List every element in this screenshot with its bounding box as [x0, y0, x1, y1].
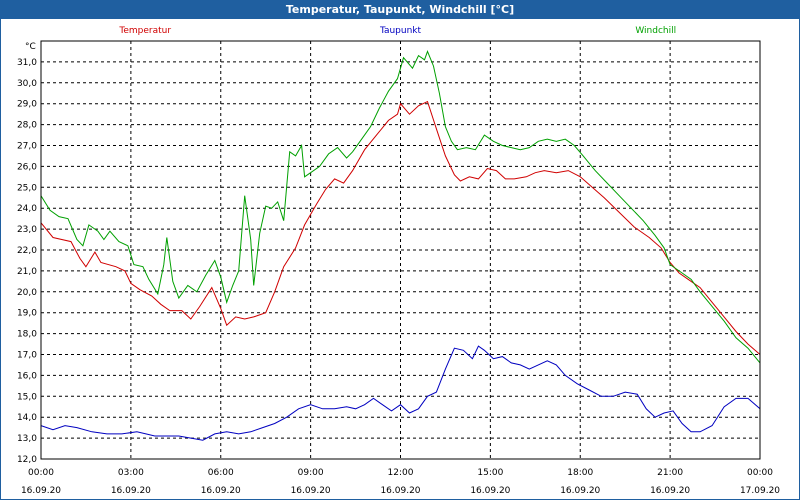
y-axis-unit: °C: [25, 42, 36, 52]
x-tick-date: 16.09.20: [470, 486, 510, 496]
y-tick-label: 18,0: [17, 330, 37, 340]
y-tick-label: 25,0: [17, 183, 37, 193]
x-tick-time: 03:00: [118, 468, 144, 478]
y-tick-label: 31,0: [17, 58, 37, 68]
y-tick-label: 23,0: [17, 225, 37, 235]
series-line-windchill: [40, 50, 761, 364]
y-tick-label: 19,0: [17, 309, 37, 319]
x-tick-date: 16.09.20: [650, 486, 690, 496]
y-tick-label: 24,0: [17, 204, 37, 214]
y-tick-label: 17,0: [17, 351, 37, 361]
y-tick-label: 26,0: [17, 162, 37, 172]
x-tick-time: 00:00: [28, 468, 54, 478]
y-tick-label: 30,0: [17, 79, 37, 89]
x-tick-time: 18:00: [567, 468, 593, 478]
x-tick-time: 09:00: [298, 468, 324, 478]
x-tick-date: 16.09.20: [560, 486, 600, 496]
y-tick-label: 21,0: [17, 267, 37, 277]
legend: Temperatur Taupunkt Windchill: [118, 26, 676, 36]
line-chart: 12,0 13,0 14,0 15,0 16,0 17,0 18,0 19,0 20,0 21,0…: [17, 26, 780, 496]
x-tick-time: 12:00: [388, 468, 414, 478]
x-tick-date: 16.09.20: [21, 486, 61, 496]
series-line-taupunkt: [40, 345, 761, 441]
legend-entry-temperatur: Temperatur: [118, 26, 171, 36]
x-tick-time: 06:00: [208, 468, 234, 478]
x-tick-date: 16.09.20: [380, 486, 420, 496]
y-tick-label: 14,0: [17, 413, 37, 423]
y-tick-label: 20,0: [17, 288, 37, 298]
x-tick-date: 16.09.20: [111, 486, 151, 496]
y-tick-label: 29,0: [17, 100, 37, 110]
x-tick-time: 15:00: [477, 468, 503, 478]
y-tick-label: 16,0: [17, 371, 37, 381]
series-line-temperatur: [40, 100, 761, 355]
x-tick-time: 21:00: [657, 468, 683, 478]
x-tick-time: 00:00: [747, 468, 773, 478]
axis-labels: 12,0 13,0 14,0 15,0 16,0 17,0 18,0 19,0 20,0 21,0…: [17, 42, 780, 496]
axes: [40, 40, 761, 460]
legend-entry-windchill: Windchill: [635, 26, 676, 36]
series-lines: [40, 50, 761, 441]
y-tick-label: 28,0: [17, 121, 37, 131]
x-tick-date: 16.09.20: [291, 486, 331, 496]
grid-lines: [41, 41, 760, 459]
legend-entry-taupunkt: Taupunkt: [379, 26, 422, 36]
chart-title: Temperatur, Taupunkt, Windchill [°C]: [1, 1, 799, 19]
y-tick-label: 13,0: [17, 434, 37, 444]
y-tick-label: 12,0: [17, 455, 37, 465]
y-tick-label: 22,0: [17, 246, 37, 256]
plot-frame: [40, 40, 761, 460]
y-tick-label: 15,0: [17, 392, 37, 402]
x-tick-date: 17.09.20: [740, 486, 780, 496]
x-tick-date: 16.09.20: [201, 486, 241, 496]
y-tick-label: 27,0: [17, 142, 37, 152]
